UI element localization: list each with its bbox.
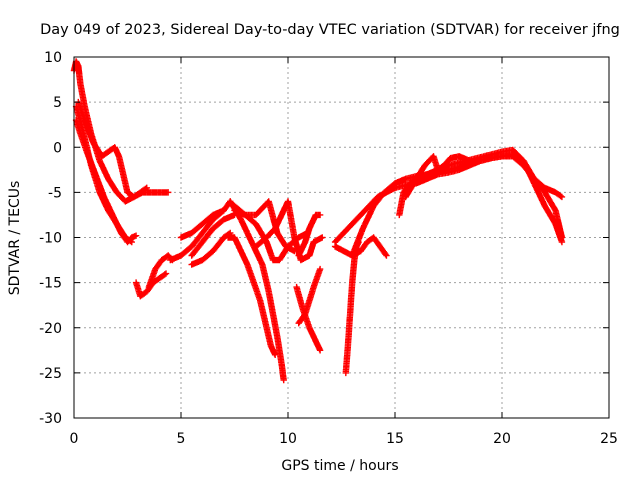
axis-ticks: 0 5 10 15 20 25 -30 -25 -20 -15 -10 -5 0 5 10 (39, 50, 618, 447)
grid-lines (74, 57, 609, 418)
y-tick-label: -5 (48, 185, 62, 201)
x-tick-label: 10 (279, 431, 297, 447)
y-tick-label: -15 (39, 276, 62, 292)
x-tick-label: 15 (386, 431, 404, 447)
y-tick-label: -25 (39, 366, 62, 382)
series-arc-18 (295, 265, 324, 327)
y-tick-label: -20 (39, 321, 62, 337)
x-tick-label: 0 (70, 431, 79, 447)
series-arc-16 (295, 211, 324, 259)
x-tick-label: 25 (600, 431, 618, 447)
chart-title: Day 049 of 2023, Sidereal Day-to-day VTE… (40, 22, 620, 38)
series-arc-12 (224, 234, 279, 359)
series-arc-19 (342, 238, 362, 377)
data-series (70, 58, 566, 384)
series-arc-4 (72, 103, 135, 246)
y-tick-label: -30 (39, 411, 62, 427)
x-tick-label: 20 (493, 431, 511, 447)
series-arc-9 (188, 211, 238, 259)
series-arc-24 (391, 151, 566, 246)
series-arc-8 (177, 207, 227, 241)
x-tick-label: 5 (177, 431, 186, 447)
series-arc-15 (252, 198, 326, 264)
series-arc-11 (227, 198, 287, 384)
series-arc-25 (402, 153, 474, 201)
y-tick-label: 0 (53, 140, 62, 156)
x-axis-label: GPS time / hours (281, 458, 398, 474)
y-tick-label: -10 (39, 231, 62, 247)
y-axis-label: SDTVAR / TECUs (7, 181, 23, 296)
y-tick-label: 10 (44, 50, 62, 66)
series-arc-6 (145, 252, 176, 291)
series-arc-10 (188, 229, 234, 268)
y-tick-label: 5 (53, 95, 62, 111)
series-arc-20 (331, 184, 399, 246)
